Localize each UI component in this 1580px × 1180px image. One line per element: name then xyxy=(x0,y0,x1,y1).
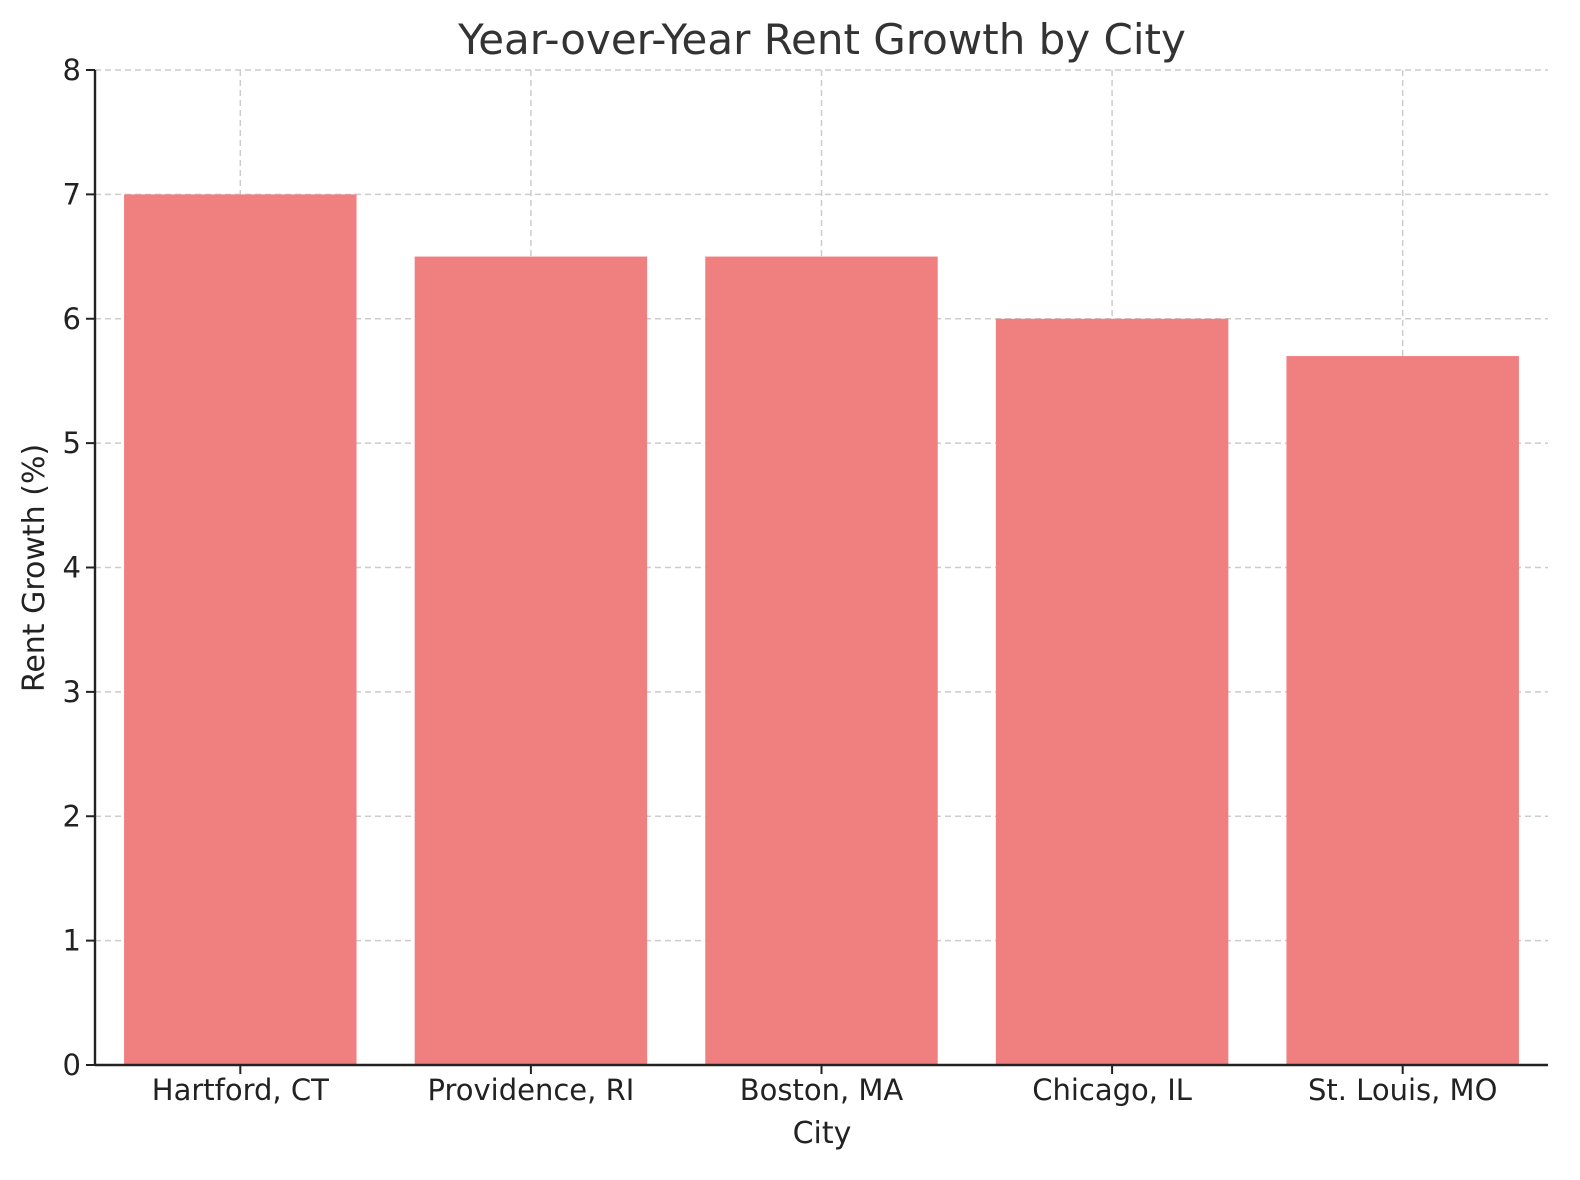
y-tick-label: 4 xyxy=(63,551,81,585)
bar xyxy=(414,256,648,1065)
y-tick-label: 5 xyxy=(63,426,81,460)
x-tick-labels: Hartford, CT Providence, RI Boston, MA Chic… xyxy=(152,1073,1498,1107)
y-tick-label: 3 xyxy=(63,675,81,709)
bar xyxy=(995,318,1229,1065)
x-axis-label: City xyxy=(793,1116,852,1151)
y-tick-label: 2 xyxy=(63,799,81,833)
chart-title: Year-over-Year Rent Growth by City xyxy=(457,15,1186,64)
x-tick-label: St. Louis, MO xyxy=(1308,1073,1497,1107)
x-tick-label: Chicago, IL xyxy=(1032,1073,1192,1107)
x-tick-label: Providence, RI xyxy=(428,1073,635,1107)
y-tick-label: 8 xyxy=(63,53,81,87)
bars xyxy=(124,194,1519,1065)
bar xyxy=(705,256,938,1065)
x-tick-label: Hartford, CT xyxy=(152,1073,329,1107)
y-axis-label: Rent Growth (%) xyxy=(17,444,52,692)
axes xyxy=(86,69,1548,1074)
bar xyxy=(1286,356,1519,1065)
x-tick-label: Boston, MA xyxy=(740,1073,904,1107)
y-tick-label: 6 xyxy=(63,302,81,336)
y-tick-label: 0 xyxy=(63,1048,81,1082)
y-tick-label: 7 xyxy=(63,177,81,211)
y-tick-labels: 0 1 2 3 4 5 6 7 8 xyxy=(63,53,81,1082)
bar xyxy=(124,194,357,1065)
y-tick-label: 1 xyxy=(63,924,81,958)
